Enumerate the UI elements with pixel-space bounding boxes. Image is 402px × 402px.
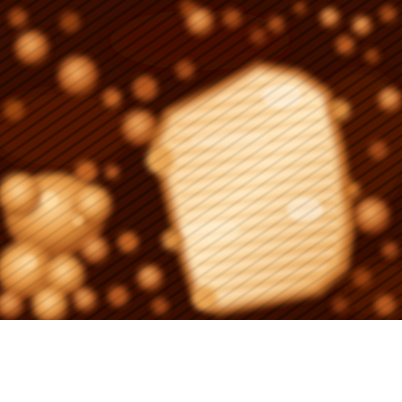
blank-margin [0,320,402,402]
micrograph-svg [0,0,402,320]
scan-line-overlay [0,0,402,320]
micrograph-image [0,0,402,320]
